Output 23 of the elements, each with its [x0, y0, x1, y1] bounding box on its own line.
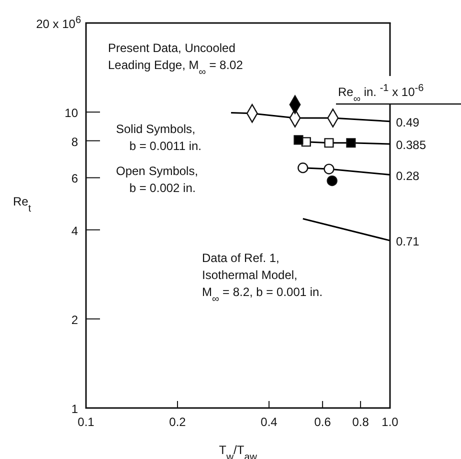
y-tick-label: 1 — [71, 402, 78, 416]
y-tick-label: 2 — [71, 312, 78, 327]
y-tick-label: 10 — [64, 106, 78, 120]
annotation: Data of Ref. 1, Isothermal Model, M$_{∞}$ = 8.2, b = 0.001 in. — [202, 251, 323, 304]
series-label: 0.28 — [396, 168, 420, 183]
y-tick-label: 4 — [71, 224, 78, 238]
x-tick-label: 0.1 — [78, 415, 95, 429]
y-axis-title: Re$_{t}$ — [12, 194, 32, 214]
series-label: 0.385 — [396, 138, 426, 152]
annotation: Solid Symbols, b = 0.0011 in. — [116, 122, 202, 153]
series-label: 0.71 — [396, 234, 420, 249]
y-tick-label: 8 — [71, 134, 78, 149]
annotation: Open Symbols, b = 0.002 in. — [116, 164, 198, 195]
series-label: 0.49 — [396, 115, 420, 130]
x-tick-label: 0.6 — [314, 415, 332, 429]
text: 20 x 10$^{6}$ — [36, 14, 82, 31]
annotation: Present Data, Uncooled Leading Edge, M$_{∞}$ = 8.02 — [108, 41, 244, 78]
x-tick-label: 0.4 — [260, 415, 278, 429]
x-tick-label: 0.8 — [352, 415, 370, 429]
x-tick-label: 0.2 — [169, 415, 186, 429]
y-tick-label: 6 — [71, 172, 78, 186]
annotation: Re$_{∞}$ in. $^{-1}$ x 10$^{-6}$ — [338, 82, 424, 104]
x-tick-label: 1.0 — [382, 415, 399, 429]
